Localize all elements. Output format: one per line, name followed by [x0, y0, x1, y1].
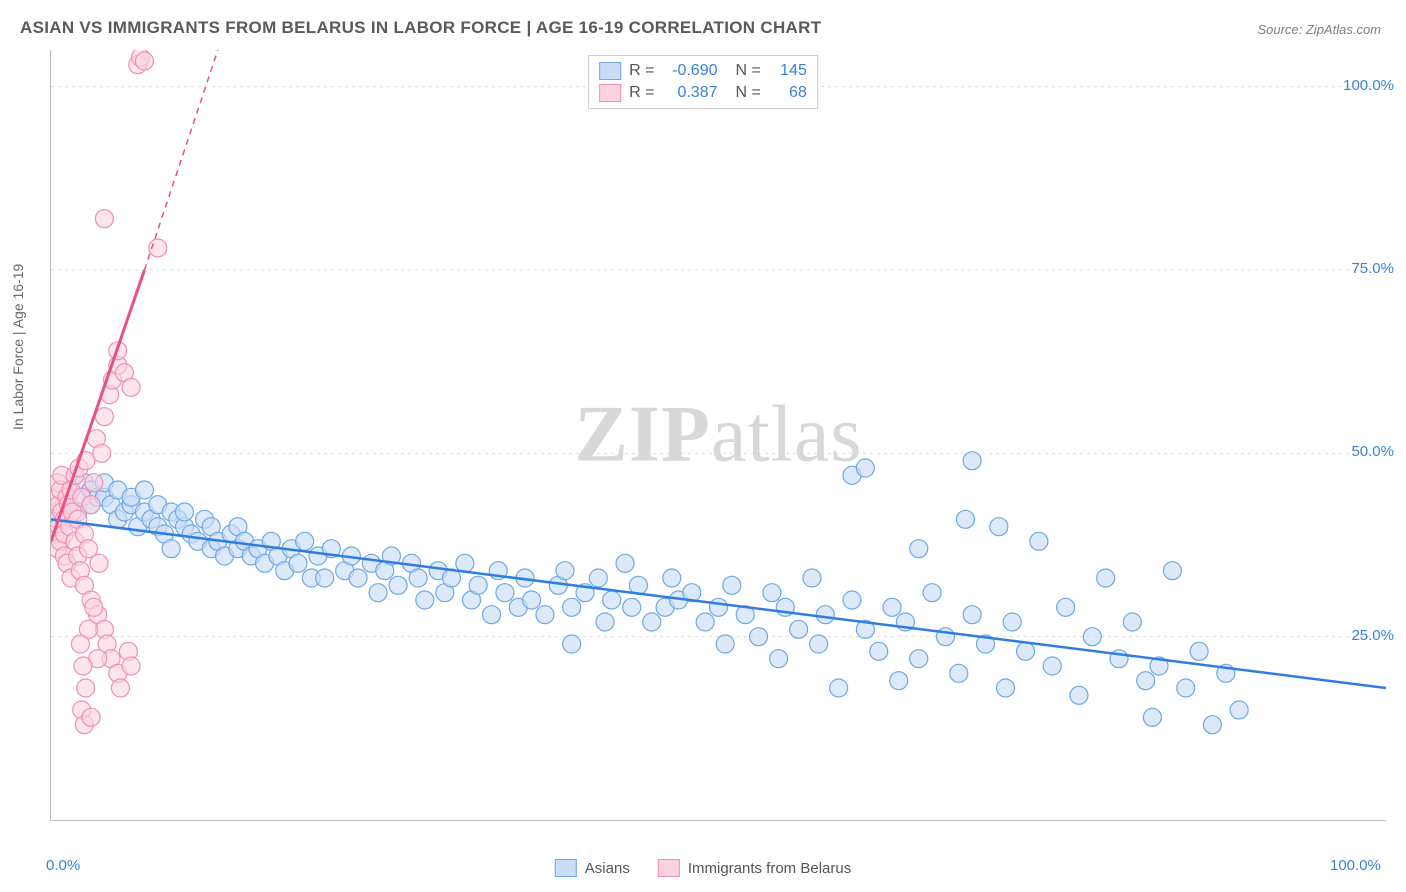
y-axis-label: In Labor Force | Age 16-19 [10, 264, 26, 430]
r-label: R = [629, 62, 654, 80]
chart-container: ASIAN VS IMMIGRANTS FROM BELARUS IN LABO… [0, 0, 1406, 892]
legend-swatch [555, 859, 577, 877]
plot-area: ZIPatlas [50, 50, 1386, 821]
legend-item: Asians [555, 859, 630, 877]
x-tick-label: 0.0% [46, 857, 80, 874]
stats-legend-row: R = -0.690 N = 145 [599, 60, 807, 82]
y-tick-label: 50.0% [1351, 443, 1394, 460]
r-label: R = [629, 84, 654, 102]
legend-swatch [658, 859, 680, 877]
y-tick-label: 100.0% [1343, 77, 1394, 94]
n-label: N = [736, 62, 761, 80]
source-credit: Source: ZipAtlas.com [1257, 22, 1381, 37]
legend-label: Asians [585, 860, 630, 877]
r-value: 0.387 [663, 84, 718, 102]
legend-label: Immigrants from Belarus [688, 860, 851, 877]
stats-legend: R = -0.690 N = 145 R = 0.387 N = 68 [588, 55, 818, 109]
legend-item: Immigrants from Belarus [658, 859, 851, 877]
y-tick-label: 25.0% [1351, 627, 1394, 644]
y-tick-label: 75.0% [1351, 260, 1394, 277]
legend-swatch [599, 62, 621, 80]
chart-title: ASIAN VS IMMIGRANTS FROM BELARUS IN LABO… [20, 18, 821, 38]
series-legend: Asians Immigrants from Belarus [555, 859, 851, 877]
x-tick-label: 100.0% [1330, 857, 1381, 874]
scatter-svg [51, 50, 1386, 820]
n-value: 68 [769, 84, 807, 102]
legend-swatch [599, 84, 621, 102]
r-value: -0.690 [663, 62, 718, 80]
stats-legend-row: R = 0.387 N = 68 [599, 82, 807, 104]
n-value: 145 [769, 62, 807, 80]
n-label: N = [736, 84, 761, 102]
